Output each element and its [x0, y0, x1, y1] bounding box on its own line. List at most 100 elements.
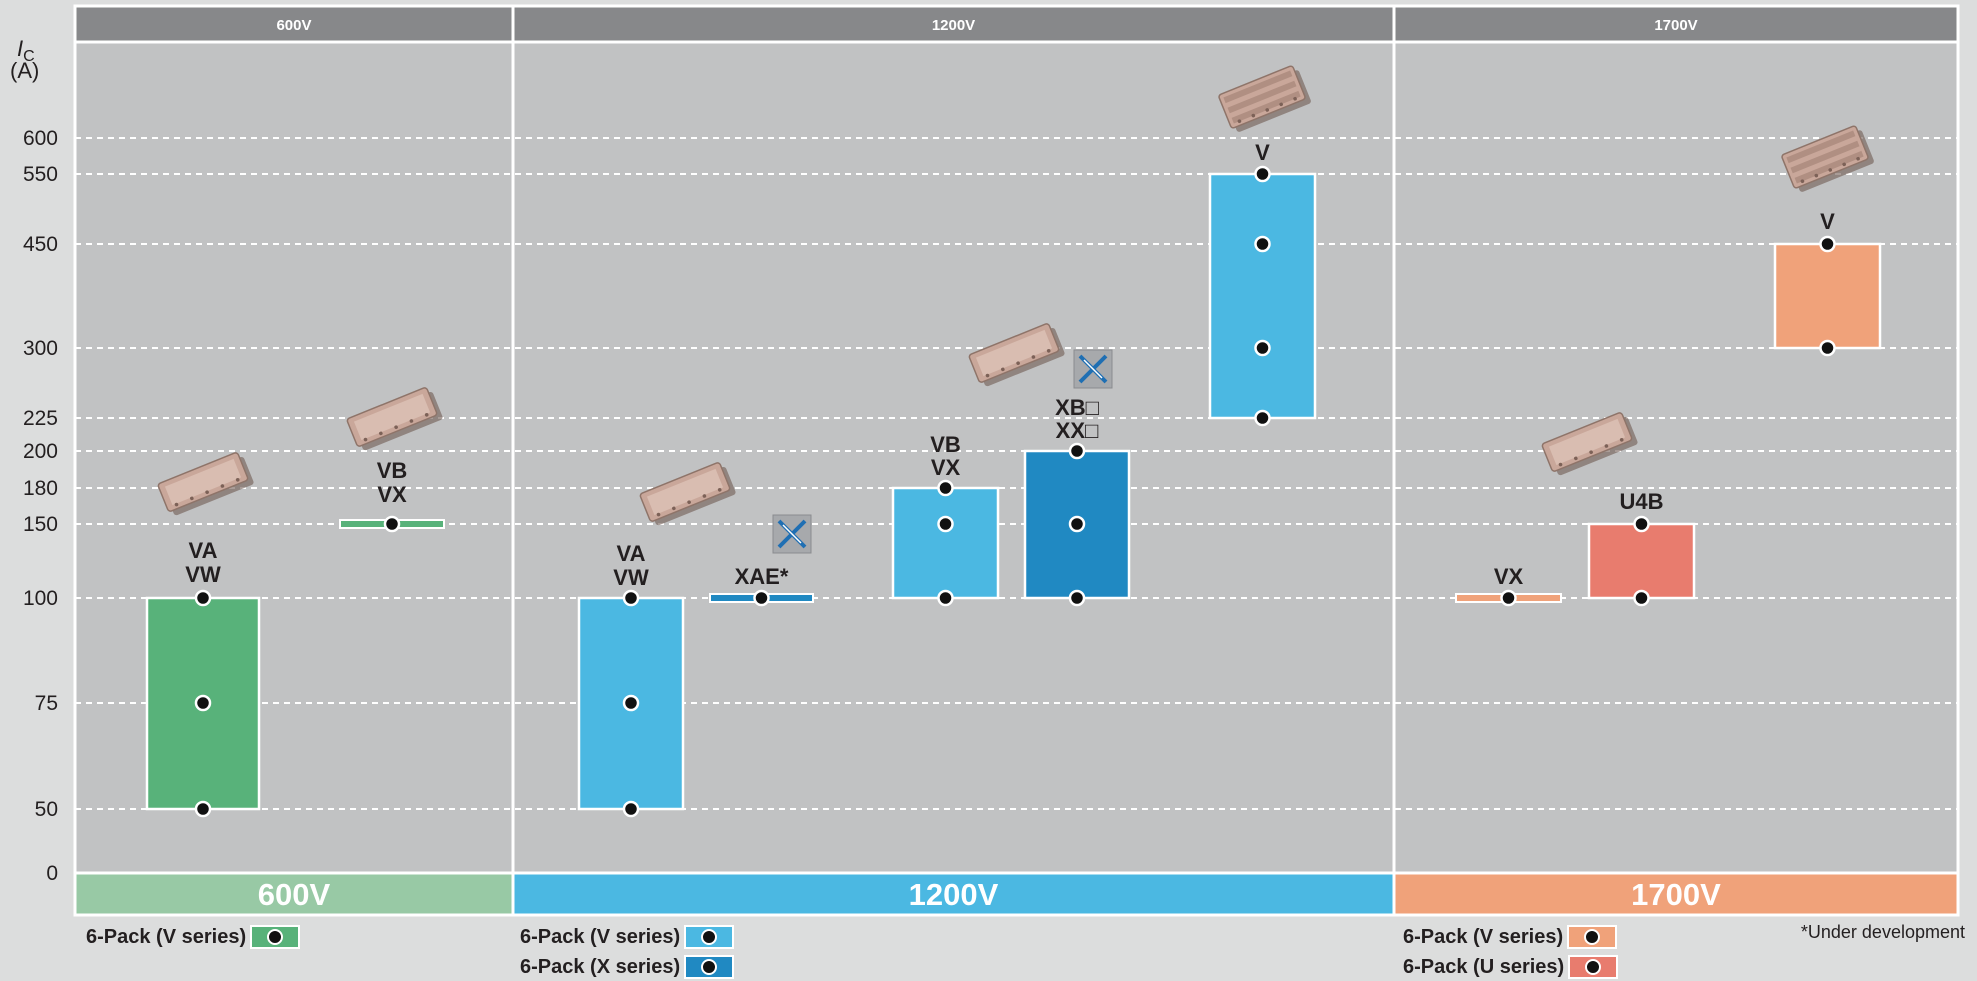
data-point [194, 694, 212, 712]
dot-icon [1585, 959, 1602, 975]
module-pin [672, 506, 676, 511]
group-footer [1394, 873, 1958, 915]
module-pin [1856, 156, 1860, 161]
footnote: *Under development [1800, 922, 1965, 942]
module-rib [1223, 70, 1293, 104]
module-pin [205, 490, 209, 494]
x-series-logo-icon [772, 514, 812, 554]
data-point [1819, 339, 1836, 357]
data-point [753, 589, 770, 607]
legend-label: 6-Pack (U series) [1403, 955, 1565, 978]
module-pin [1589, 450, 1593, 454]
module-pin [1001, 367, 1005, 372]
dot-icon [701, 959, 718, 975]
data-point [1068, 589, 1086, 607]
module-pin [1293, 96, 1297, 101]
series-label: XX□ [1056, 418, 1099, 443]
legend-label: 6-Pack (V series) [1403, 925, 1564, 948]
y-tick-label: 100 [23, 587, 58, 610]
group-footer [75, 873, 513, 915]
data-point [1254, 235, 1271, 253]
module-rib [1227, 80, 1297, 114]
y-tick-label: 600 [23, 127, 58, 150]
legend-1200v-x-series: 6-Pack (X series) [520, 955, 735, 979]
series-label: VX [377, 482, 407, 507]
module-pin [379, 431, 383, 436]
data-point [1068, 442, 1086, 460]
group-header [1394, 6, 1958, 42]
module-pin [1046, 349, 1051, 353]
data-point [1819, 235, 1836, 253]
logo-x-hl [1083, 359, 1103, 379]
module-rib [1790, 140, 1860, 174]
module-pin [174, 502, 179, 507]
data-point [194, 800, 212, 818]
series-bar [1587, 522, 1696, 600]
module-pin [1814, 173, 1819, 178]
legend-1700v-u-series: 6-Pack (U series) [1403, 955, 1619, 979]
series-label: VX [931, 455, 961, 480]
x-series-logo-icon [1073, 349, 1113, 389]
legend-swatch-salmon [1568, 955, 1619, 979]
module-pin [220, 484, 225, 488]
data-point [1254, 409, 1271, 427]
y-tick-label: 0 [46, 862, 58, 885]
module-image [157, 452, 254, 516]
legend-label: 6-Pack (X series) [520, 955, 681, 978]
module-pin [1619, 438, 1624, 442]
legend-swatch-green [250, 925, 301, 949]
legend-label: 6-Pack (V series) [520, 925, 681, 948]
data-point [622, 589, 640, 607]
legend-1200v-v-series: 6-Pack (V series) [520, 925, 735, 949]
module-pin [1558, 462, 1563, 467]
module-pin [1265, 108, 1270, 112]
y-tick-label: 550 [23, 163, 58, 186]
data-point [1254, 339, 1271, 357]
module-pin [985, 373, 990, 378]
group-header-label: 1200V [932, 17, 975, 34]
panel-background [75, 42, 513, 873]
y-tick-label: 180 [23, 477, 58, 500]
dot-icon [701, 929, 718, 945]
module-image [639, 462, 736, 526]
y-axis-label: IC [17, 36, 35, 65]
data-point [1633, 589, 1650, 607]
legend-label: 6-Pack (V series) [86, 925, 247, 948]
module-image [1218, 65, 1311, 132]
chart-frame [73, 4, 1960, 917]
y-tick-label: 150 [23, 513, 58, 536]
series-label: V [1820, 209, 1835, 234]
module-pin [1251, 113, 1256, 118]
dot-icon [267, 929, 284, 945]
series-label: U4B [1619, 489, 1663, 514]
group-footer-label: 1200V [909, 877, 999, 912]
module-top [646, 468, 724, 516]
module-top [1548, 418, 1626, 466]
module-pin [1604, 444, 1609, 448]
series-bar [1208, 172, 1317, 420]
legend-swatch-darkblue [684, 955, 735, 979]
data-point [937, 479, 954, 497]
module-top [975, 329, 1053, 377]
data-point [1068, 515, 1086, 533]
module-rib [1794, 150, 1864, 184]
series-label: VB [930, 432, 961, 457]
data-point [194, 589, 212, 607]
module-pin [702, 494, 707, 498]
y-axis-unit: (A) [10, 58, 39, 83]
data-point [383, 515, 401, 533]
module-top [353, 393, 431, 441]
series-label: VA [617, 541, 646, 566]
group-footer [513, 873, 1394, 915]
series-label: VW [613, 565, 649, 590]
group-header [513, 6, 1394, 42]
group-footer-label: 1700V [1631, 877, 1721, 912]
module-pin [717, 488, 722, 492]
module-pin [424, 413, 429, 417]
module-top [164, 458, 242, 506]
legend-swatch-orange [1567, 925, 1618, 949]
series-label: VW [185, 562, 221, 587]
y-tick-label: 450 [23, 233, 58, 256]
module-image [1781, 125, 1874, 192]
module-pin [190, 496, 194, 501]
